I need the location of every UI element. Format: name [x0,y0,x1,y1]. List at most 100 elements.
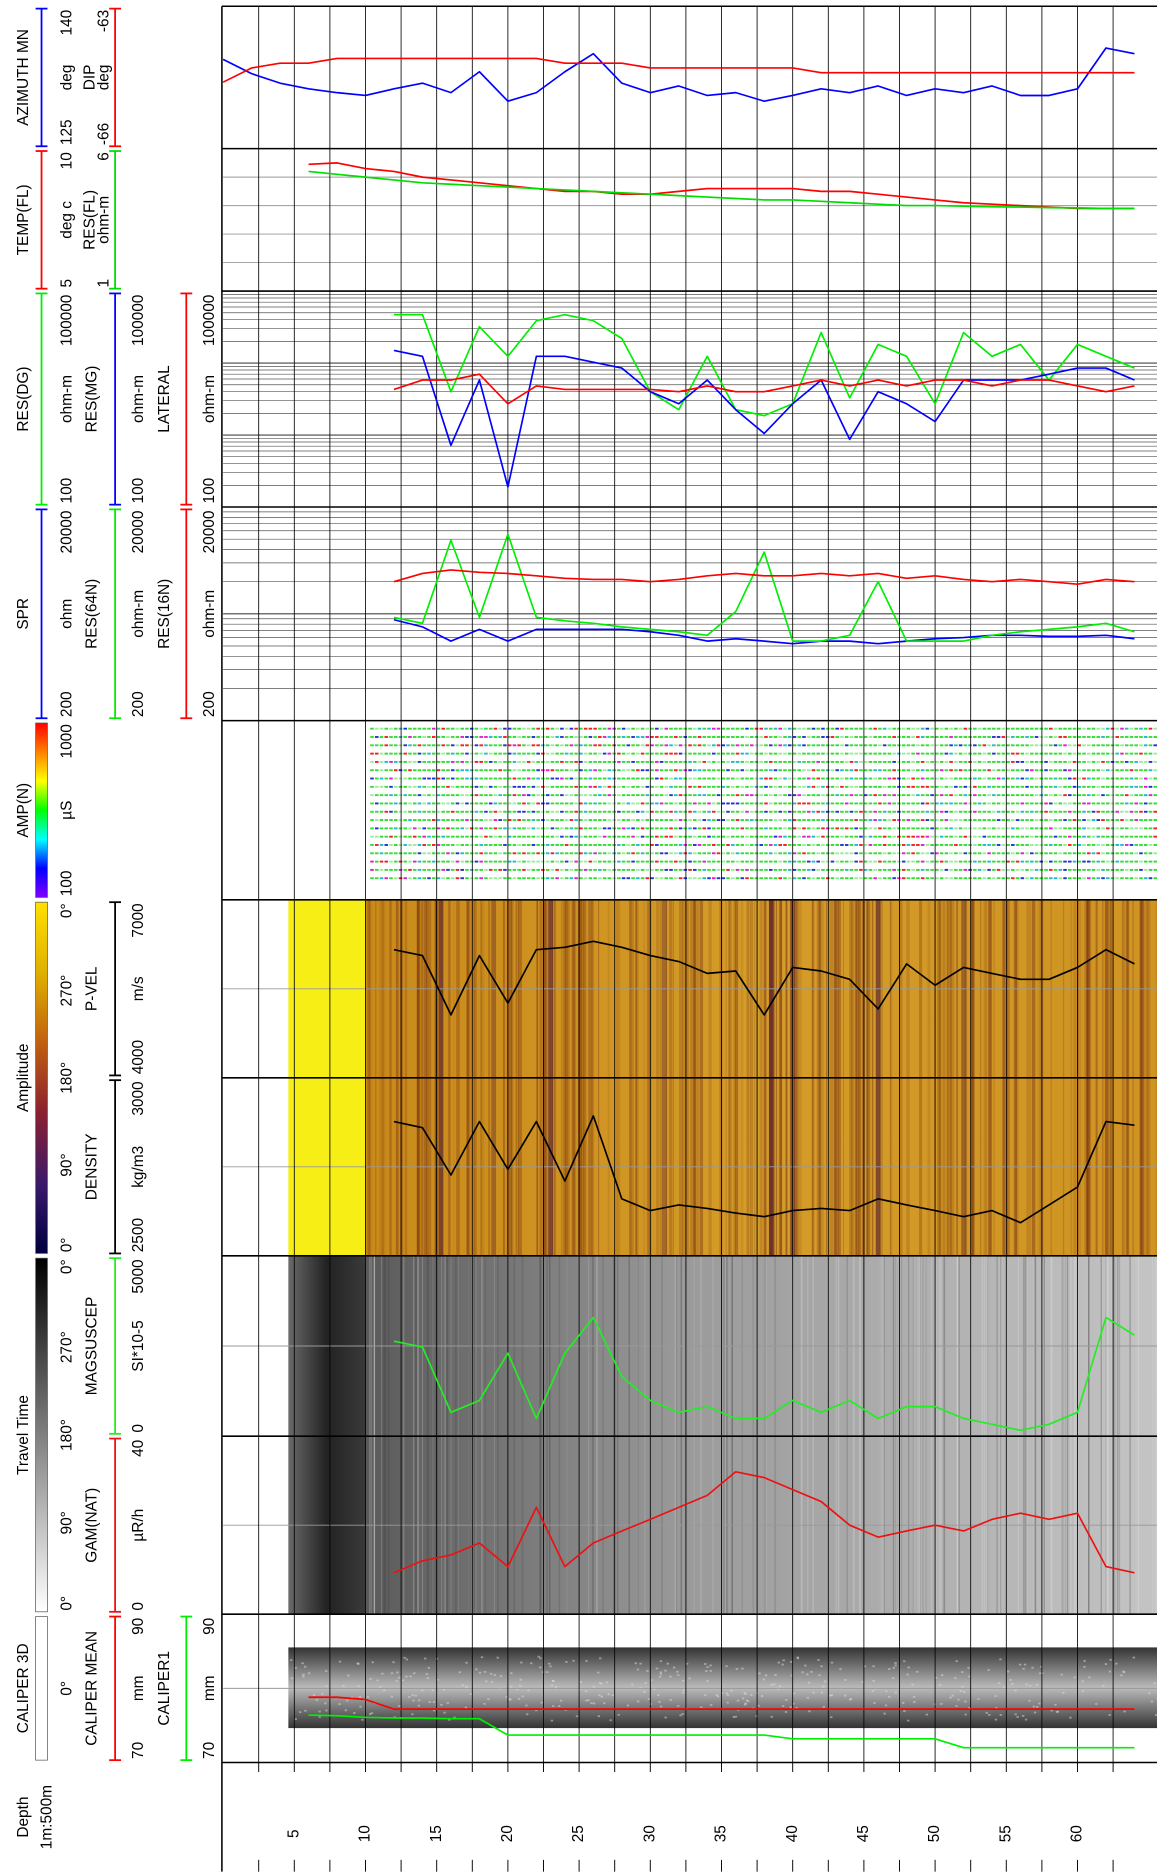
texture [982,868,987,871]
texture [526,827,531,830]
texture [968,760,972,763]
texture [1053,736,1058,738]
texture [1020,868,1025,871]
texture [816,810,820,813]
track-name: CALIPER 3D [15,1643,32,1733]
texture [465,769,469,772]
texture [681,1679,685,1682]
texture [1115,835,1120,838]
texture [683,877,688,880]
texture [741,1697,745,1700]
texture [778,727,783,730]
texture [888,1668,891,1670]
texture [465,794,469,797]
texture [403,844,408,846]
texture [882,835,887,838]
texture [1018,1663,1022,1666]
texture [669,727,673,730]
texture [574,777,578,780]
texture [783,777,787,780]
texture [593,877,597,880]
texture [873,852,877,855]
texture [892,819,896,822]
texture [469,852,474,855]
texture [678,819,683,822]
curve-name: RES(MG) [84,366,101,433]
texture [1025,852,1029,855]
texture [859,810,863,813]
texture [1049,868,1053,871]
texture [555,744,559,747]
texture [626,760,631,763]
texture [612,819,616,822]
texture [768,802,773,805]
texture [655,785,659,788]
texture [730,752,735,755]
texture [389,844,393,846]
texture [1034,777,1039,780]
texture [636,760,640,763]
texture [602,852,607,855]
texture [844,752,849,755]
texture [1068,827,1072,830]
texture [1091,794,1096,797]
texture [607,794,612,797]
texture [626,727,631,730]
texture [574,827,578,830]
texture [637,1255,640,1615]
texture [897,819,901,822]
texture [607,844,612,846]
texture [417,794,422,797]
texture [1107,1255,1110,1615]
texture [916,810,920,813]
texture [911,744,915,747]
texture [693,794,697,797]
texture [783,744,787,747]
texture [379,852,384,855]
texture [789,1706,792,1709]
texture [555,794,559,797]
texture [726,877,730,880]
texture [645,835,650,838]
texture [484,752,488,755]
texture [709,1664,712,1667]
texture [1105,844,1110,846]
texture [884,1255,885,1615]
texture [465,777,469,780]
texture [484,852,488,855]
texture [640,777,645,780]
texture [1025,727,1029,730]
texture [370,794,374,797]
texture [474,852,479,855]
texture [522,752,526,755]
depth-label: 60 [1069,1825,1086,1842]
texture [304,1709,307,1712]
texture [887,860,892,863]
texture [1105,860,1110,863]
texture [1096,794,1101,797]
texture [373,1255,375,1615]
texture [882,802,887,805]
texture [925,752,930,755]
texture [1143,769,1148,772]
texture [821,877,825,880]
texture [1105,777,1110,780]
texture [550,877,555,880]
texture [612,777,616,780]
texture [1025,794,1029,797]
texture [621,852,626,855]
texture [871,1690,875,1693]
texture [925,769,930,772]
texture [1105,794,1110,797]
texture [835,868,839,871]
texture [806,736,811,738]
texture [464,1686,468,1688]
texture [749,785,754,788]
texture [574,794,578,797]
texture [645,819,650,822]
texture [911,844,915,846]
texture [1139,760,1143,763]
texture [1124,794,1129,797]
texture [1039,785,1044,788]
texture [631,844,635,846]
